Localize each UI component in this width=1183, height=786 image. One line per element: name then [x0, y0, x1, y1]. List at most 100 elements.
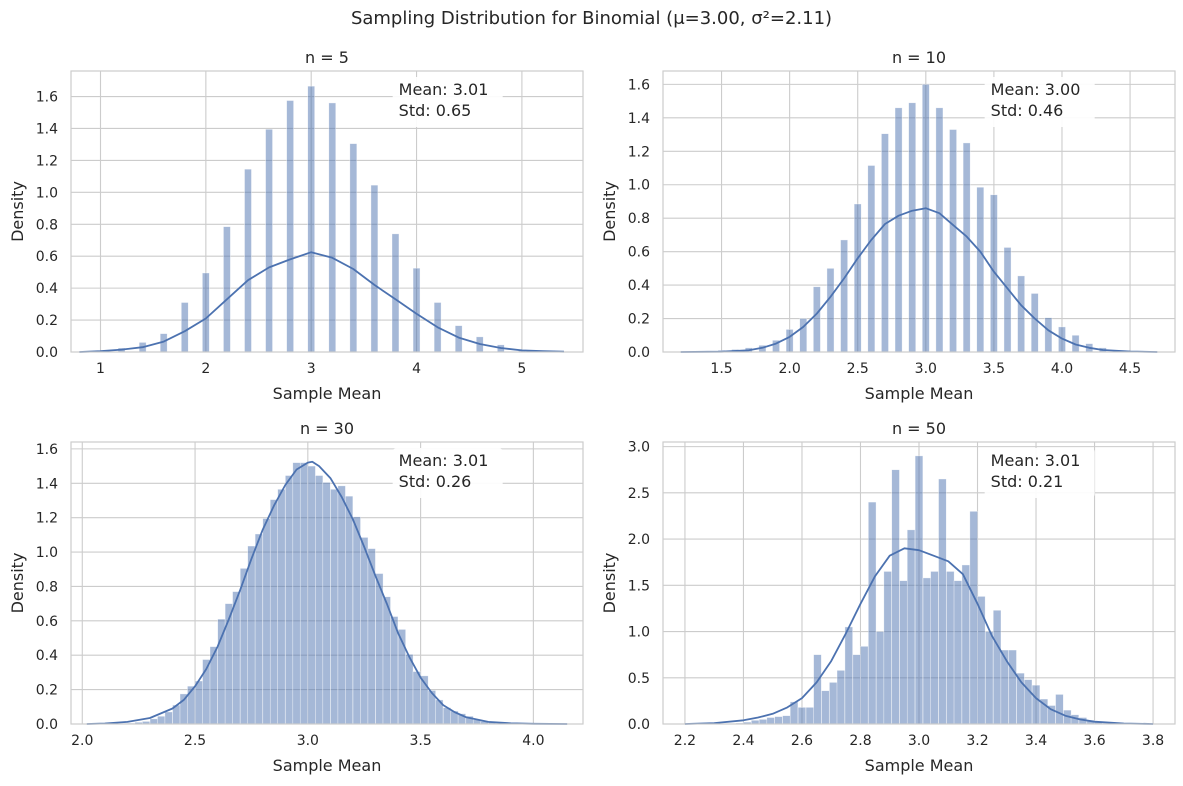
x-tick-label: 1.5 [710, 361, 732, 377]
histogram-bar [254, 533, 263, 725]
histogram-bar [247, 545, 256, 725]
y-tick-label: 1.2 [36, 153, 58, 169]
subplot-title: n = 5 [305, 48, 349, 67]
y-tick-label: 0.5 [628, 671, 650, 687]
y-tick-label: 0.6 [628, 245, 650, 261]
histogram-bar [328, 102, 337, 353]
histogram-bar [992, 609, 1002, 725]
histogram-bar [821, 690, 830, 725]
figure-suptitle: Sampling Distribution for Binomial (μ=3.… [350, 8, 833, 29]
histogram-bar [774, 716, 783, 725]
histogram-bar [908, 102, 917, 353]
x-tick-label: 3.0 [915, 361, 937, 377]
histogram-bar [315, 475, 324, 725]
histogram-bar [391, 233, 400, 353]
histogram-bar [217, 618, 226, 725]
subplot-n5: 0.0 0.2 0.4 0.6 0.8 1.0 1.2 1.4 1.6 1 2 3 4 5 n = 5 Sam… [8, 48, 584, 403]
histogram-bar [412, 671, 421, 725]
y-tick-label: 1.4 [36, 121, 58, 137]
histogram-bar [921, 84, 930, 353]
x-tick-label: 2.0 [779, 361, 801, 377]
y-tick-label: 0.0 [628, 345, 650, 361]
histogram-bar [860, 646, 869, 725]
histogram-bar [829, 682, 838, 725]
histogram-bar [797, 707, 807, 725]
histogram-bar [412, 267, 421, 353]
histogram-bar [269, 499, 279, 725]
y-tick-label: 1.2 [628, 144, 650, 160]
stats-box [392, 77, 503, 127]
histogram-bar [766, 717, 775, 725]
stats-std: Std: 0.46 [991, 101, 1064, 120]
y-tick-label: 0.8 [36, 579, 58, 595]
stats-mean: Mean: 3.01 [991, 451, 1081, 470]
y-tick-label: 0.6 [36, 614, 58, 630]
y-tick-label: 0.0 [628, 717, 650, 733]
y-tick-label: 0.8 [36, 217, 58, 233]
x-tick-label: 3.2 [966, 733, 988, 749]
stats-box [984, 448, 1095, 498]
y-axis-label: Density [8, 553, 27, 614]
histogram-bar [840, 239, 848, 353]
histogram-bar [853, 203, 862, 353]
histogram-bar [782, 715, 791, 725]
x-tick-label: 3.8 [1142, 733, 1164, 749]
histogram-bar [382, 596, 391, 725]
histogram-bar [906, 529, 916, 725]
stats-mean: Mean: 3.01 [399, 451, 489, 470]
y-tick-label: 0.2 [36, 683, 58, 699]
histogram-bar [969, 511, 978, 725]
y-tick-label: 1.0 [628, 178, 650, 194]
histogram-bar [758, 719, 768, 725]
y-tick-label: 0.2 [628, 312, 650, 328]
histogram-bar [285, 475, 294, 725]
plot-area [71, 71, 583, 352]
y-tick-label: 1.0 [36, 185, 58, 201]
x-tick-label: 4.0 [1051, 361, 1073, 377]
stats-std: Std: 0.65 [399, 101, 472, 120]
kde-curve [79, 251, 565, 353]
histogram-bar [961, 564, 970, 725]
histogram-bar [1017, 275, 1025, 353]
histogram-bar [977, 596, 986, 725]
histogram-bar [232, 591, 241, 725]
x-axis-label: Sample Mean [865, 756, 974, 775]
histogram-bar [930, 571, 939, 725]
y-tick-label: 1.6 [36, 442, 58, 458]
x-tick-label: 2.5 [847, 361, 869, 377]
histogram-bar [262, 518, 271, 725]
x-tick-label: 2.4 [732, 733, 754, 749]
y-tick-label: 0.4 [36, 648, 58, 664]
y-tick-label: 0.4 [628, 278, 650, 294]
subplot-title: n = 50 [892, 419, 946, 438]
x-tick-label: 3.4 [1025, 733, 1047, 749]
x-tick-label: 3.0 [297, 733, 319, 749]
histogram-bar [844, 626, 853, 725]
histogram-bar [894, 107, 903, 353]
histogram-bar [157, 715, 166, 725]
histogram-bar [360, 537, 369, 725]
y-tick-label: 0.2 [36, 313, 58, 329]
histogram-bar [1044, 317, 1053, 353]
histogram-bar [397, 629, 406, 725]
x-tick-label: 1 [96, 361, 105, 377]
stats-mean: Mean: 3.00 [991, 80, 1081, 99]
histogram-bar [985, 631, 994, 725]
plot-area [663, 71, 1175, 352]
histogram-bar [1030, 293, 1039, 353]
histogram-bar [405, 654, 414, 725]
histogram-bar [179, 693, 188, 725]
y-tick-label: 3.0 [628, 440, 650, 456]
y-tick-label: 1.5 [628, 578, 650, 594]
histogram-bar [149, 718, 158, 725]
stats-std: Std: 0.26 [399, 472, 472, 491]
x-tick-label: 4.0 [522, 733, 544, 749]
histogram-bar [836, 670, 846, 725]
stats-box [984, 77, 1095, 127]
x-tick-label: 2 [201, 361, 210, 377]
x-tick-label: 4.5 [1119, 361, 1141, 377]
histogram-bar [935, 107, 944, 353]
histogram-bar [813, 286, 821, 353]
y-axis-label: Density [8, 181, 27, 242]
